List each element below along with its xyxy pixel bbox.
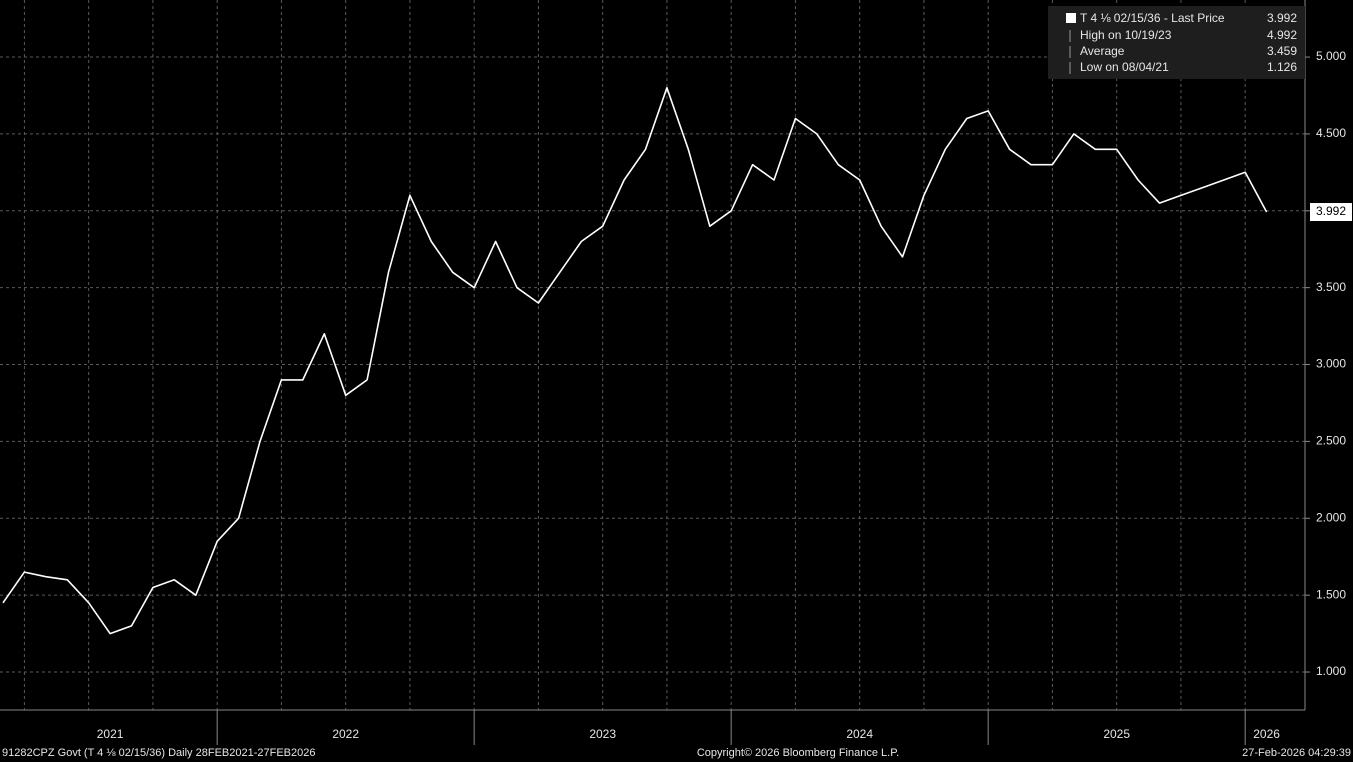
legend-box xyxy=(1048,6,1305,79)
x-tick-label: 2023 xyxy=(589,727,616,741)
legend-stats: High on 10/19/23 4.992 Average 3.459 Low on … xyxy=(1069,28,1297,74)
x-tick-label: 2021 xyxy=(97,727,124,741)
footer-center: Copyright© 2026 Bloomberg Finance L.P. xyxy=(697,747,899,759)
grid xyxy=(0,0,1305,710)
y-tick-label: 2.500 xyxy=(1316,434,1346,448)
legend-stat-label: High on 10/19/23 xyxy=(1080,28,1172,42)
y-tick-label: 4.500 xyxy=(1316,126,1346,140)
legend-swatch xyxy=(1066,13,1076,23)
y-tick-label: 5.000 xyxy=(1316,49,1346,63)
legend-series-name: T 4 ⅛ 02/15/36 - Last Price xyxy=(1080,11,1225,25)
plot xyxy=(2,87,1268,635)
legend-stat-value: 3.459 xyxy=(1267,44,1297,58)
footer-left: 91282CPZ Govt (T 4 ⅛ 02/15/36) Daily 28F… xyxy=(2,747,315,759)
y-tick-label: 3.000 xyxy=(1316,357,1346,371)
legend-stat-value: 4.992 xyxy=(1267,28,1297,42)
last-price-tag xyxy=(1310,203,1352,222)
legend-stat-label: Average xyxy=(1080,44,1125,58)
legend-last-price: 3.992 xyxy=(1267,11,1297,25)
footer-right: 27-Feb-2026 04:29:39 xyxy=(1242,747,1351,759)
x-tick-label: 2026 xyxy=(1253,727,1280,741)
x-tick-label: 2024 xyxy=(846,727,873,741)
y-tick-label: 3.500 xyxy=(1316,280,1346,294)
y-tick-label: 2.000 xyxy=(1316,510,1346,524)
y-tick-label: 1.000 xyxy=(1316,664,1346,678)
legend-stat-label: Low on 08/04/21 xyxy=(1080,60,1169,74)
x-tick-label: 2022 xyxy=(332,727,359,741)
x-tick-label: 2025 xyxy=(1103,727,1130,741)
legend-stat-value: 1.126 xyxy=(1267,60,1297,74)
price-line xyxy=(2,87,1268,635)
y-tick-label: 1.500 xyxy=(1316,587,1346,601)
last-price-label: 3.992 xyxy=(1316,204,1346,218)
